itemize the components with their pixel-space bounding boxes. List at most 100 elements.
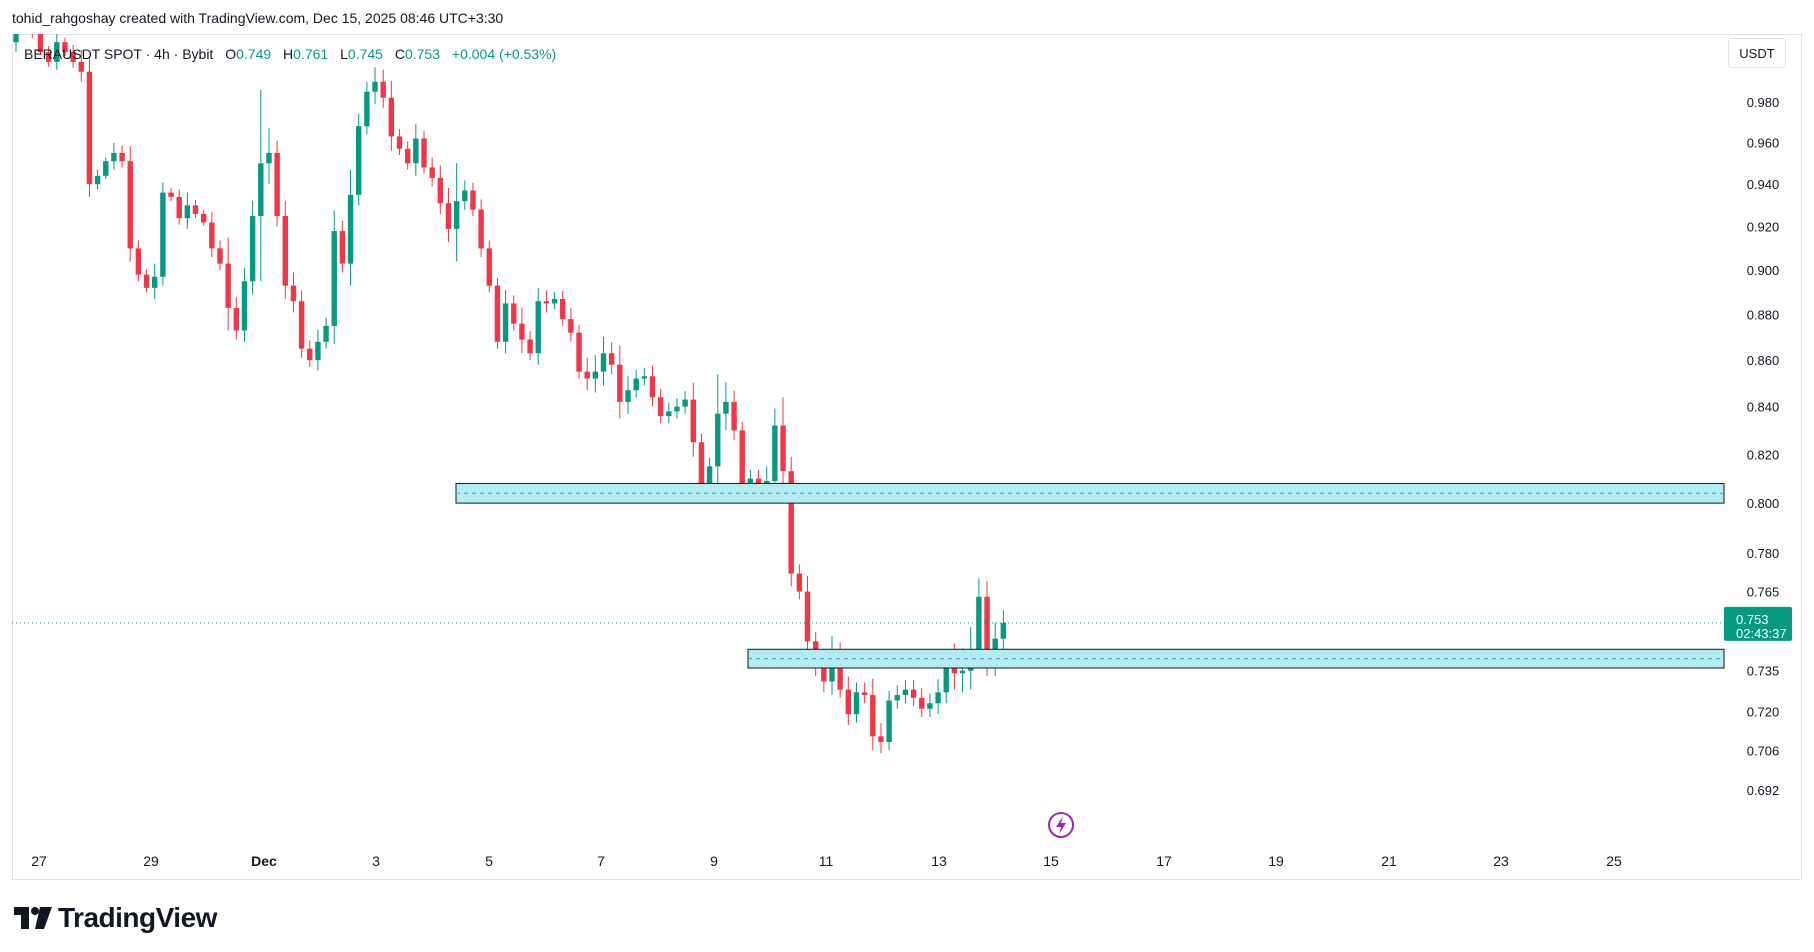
candle-body — [62, 42, 68, 52]
candle-body — [103, 161, 109, 176]
candle-body — [209, 222, 215, 249]
legend-low-label: L — [340, 46, 348, 62]
candle-body — [249, 216, 256, 282]
candle-body — [698, 442, 705, 484]
candle-body — [315, 341, 321, 361]
candle-body — [633, 378, 639, 391]
candle-body — [935, 692, 941, 704]
candle-body — [266, 152, 272, 164]
x-axis-tick-label: 11 — [819, 853, 834, 869]
x-axis-tick-label: 23 — [1493, 853, 1509, 869]
last-price-value: 0.753 — [1736, 612, 1769, 627]
candle-body — [886, 700, 892, 742]
candle-body — [217, 248, 223, 264]
candle-body — [527, 339, 533, 354]
candle-body — [494, 285, 501, 342]
y-axis-tick-label: 0.960 — [1747, 136, 1780, 151]
candle-body — [445, 203, 452, 229]
y-axis-tick-label: 0.900 — [1747, 263, 1780, 278]
candle-body — [837, 651, 843, 690]
candle-body — [560, 298, 566, 320]
candle-body — [943, 662, 949, 693]
candle-body — [192, 205, 199, 214]
legend-open-value: 0.749 — [236, 46, 272, 62]
candle-body — [959, 670, 966, 674]
candle-body — [478, 209, 484, 249]
x-axis-tick-label: 19 — [1268, 853, 1284, 869]
candle-body — [927, 703, 933, 709]
x-axis-tick-label: 9 — [710, 853, 718, 869]
y-axis-tick-label: 0.860 — [1747, 353, 1780, 368]
y-axis-tick-label: 0.920 — [1747, 220, 1780, 235]
y-axis-tick-label: 0.800 — [1747, 496, 1780, 511]
candle-body — [796, 573, 803, 592]
candle-body — [78, 61, 84, 72]
candle-body — [649, 376, 656, 398]
candle-body — [543, 301, 550, 304]
candle-body — [551, 298, 558, 304]
candle-body — [641, 376, 648, 379]
candle-body — [682, 399, 688, 407]
y-axis-tick-label: 0.840 — [1747, 400, 1780, 415]
candle-body — [111, 152, 117, 162]
candle-body — [502, 303, 509, 342]
y-axis-tick-label: 0.735 — [1747, 664, 1780, 679]
chart-frame[interactable] — [12, 34, 1802, 880]
candle-body — [878, 736, 884, 742]
candle-body — [804, 591, 811, 642]
candle-body — [135, 248, 142, 275]
candle-body — [127, 161, 133, 249]
candle-body — [666, 411, 672, 417]
legend-symbol: BERAUSDT SPOT · 4h · Bybit — [24, 46, 214, 62]
candle-body — [274, 152, 280, 217]
candle-body — [519, 323, 525, 340]
candle-body — [919, 697, 925, 709]
candle-body — [54, 42, 60, 62]
legend-close-label: C — [394, 46, 405, 62]
last-price-tag — [1724, 606, 1792, 641]
legend-open-label: O — [225, 46, 237, 62]
candle-body — [30, 13, 35, 32]
candle-body — [404, 148, 411, 164]
lightning-bolt-icon — [1056, 816, 1066, 834]
candle-body — [453, 201, 460, 229]
chart-credit: tohid_rahgoshay created with TradingView… — [12, 10, 504, 26]
candle-body — [470, 190, 476, 210]
y-axis-tick-label: 0.706 — [1747, 743, 1780, 758]
candle-body — [233, 307, 240, 331]
x-axis-tick-label: 15 — [1043, 853, 1059, 869]
tradingview-logo[interactable]: TradingView — [14, 902, 217, 934]
candle-body — [258, 163, 264, 217]
candle-body — [870, 695, 876, 737]
x-axis-tick-label: 13 — [931, 853, 947, 869]
candle-body — [13, 34, 19, 43]
candle-body — [176, 196, 182, 219]
candle-body — [323, 325, 329, 342]
bar-countdown: 02:43:37 — [1736, 626, 1787, 641]
candle-body — [429, 167, 435, 178]
candle-body — [845, 689, 852, 715]
x-axis-tick-label: 21 — [1381, 853, 1397, 869]
candle-body — [772, 425, 778, 481]
candle-body — [910, 689, 917, 698]
candle-body — [241, 281, 248, 331]
x-axis-tick-label: 7 — [597, 853, 605, 869]
y-axis-tick-label: 0.940 — [1747, 177, 1780, 192]
currency-button[interactable]: USDT — [1728, 38, 1786, 68]
candle-body — [290, 285, 297, 302]
candle-body — [576, 332, 582, 372]
candle-body — [86, 71, 93, 185]
candle-body — [331, 231, 337, 326]
candle-body — [70, 52, 76, 62]
legend-high-value: 0.761 — [293, 46, 329, 62]
x-axis-tick-label: 25 — [1606, 853, 1622, 869]
candle-body — [592, 371, 599, 379]
candle-body — [45, 52, 52, 62]
candles-group — [13, 13, 1007, 754]
candle-body — [976, 596, 982, 650]
candle-body — [37, 34, 44, 52]
candle-body — [739, 430, 745, 491]
x-axis-tick-label: 5 — [485, 853, 493, 869]
y-axis-tick-label: 0.820 — [1747, 447, 1780, 462]
